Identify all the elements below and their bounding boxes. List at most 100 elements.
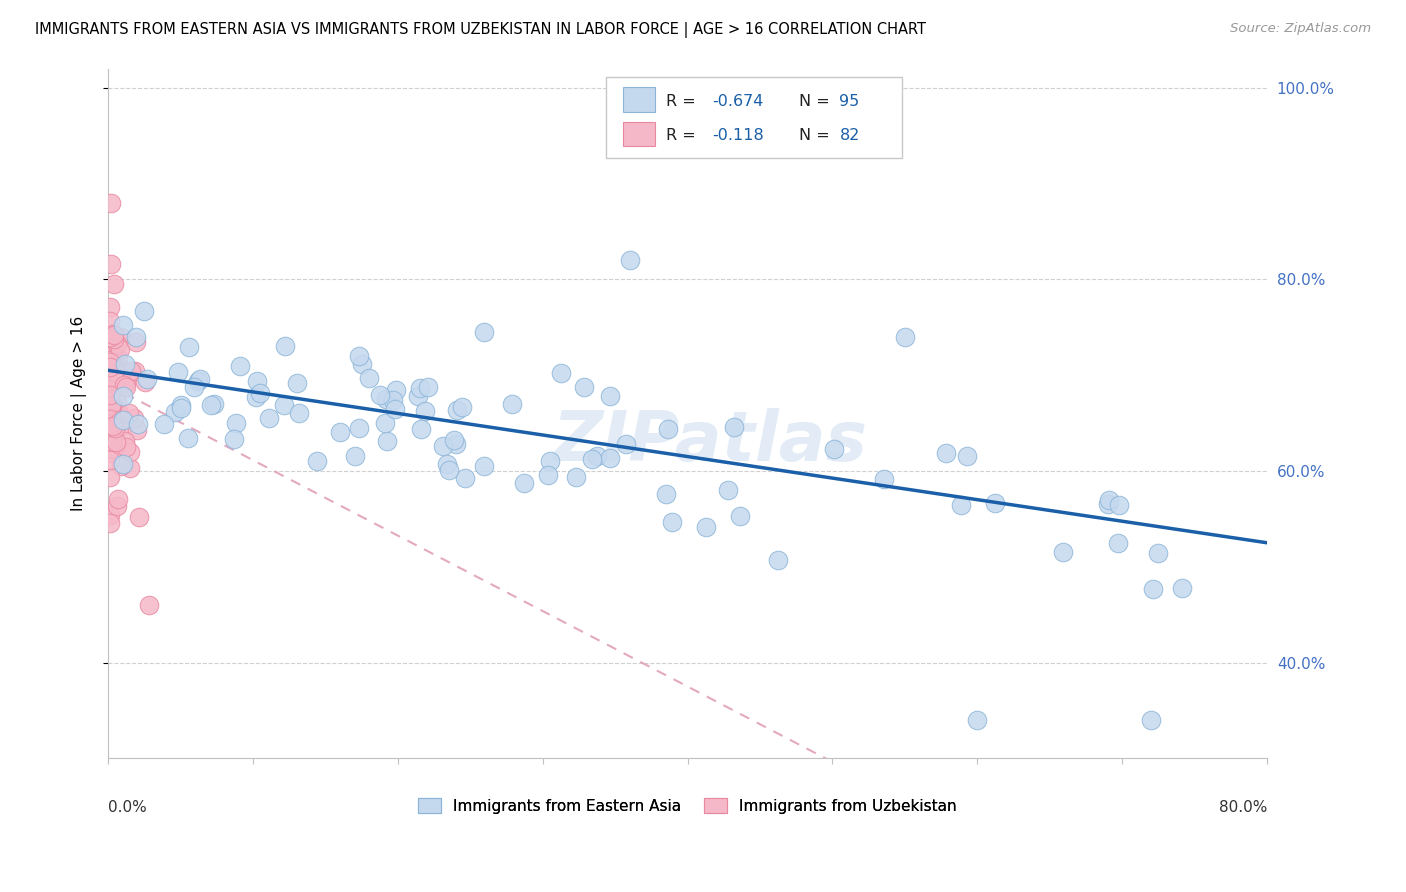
Point (98, 359, 121, 374)
Point (1097, 497, 1119, 511)
Point (104, 434, 127, 449)
Point (655, 487, 678, 501)
Text: N =: N = (799, 128, 835, 143)
Point (110, 364, 132, 378)
Point (166, 365, 188, 379)
Text: 80.0%: 80.0% (1219, 800, 1267, 814)
Point (249, 385, 271, 400)
Point (127, 424, 149, 438)
Point (257, 410, 280, 425)
Point (352, 357, 374, 371)
Point (103, 419, 125, 434)
Point (111, 458, 134, 472)
Point (105, 355, 128, 369)
Point (163, 405, 186, 419)
Point (384, 402, 406, 417)
Point (118, 444, 141, 458)
Point (170, 401, 193, 416)
Point (177, 431, 200, 445)
Point (385, 384, 408, 398)
Point (187, 374, 209, 388)
Point (98, 421, 121, 435)
Point (118, 460, 141, 475)
Text: 95: 95 (839, 94, 859, 109)
Point (110, 330, 132, 344)
Text: Source: ZipAtlas.com: Source: ZipAtlas.com (1230, 22, 1371, 36)
Point (100, 195, 122, 210)
Point (114, 357, 136, 371)
Point (98, 360, 121, 375)
Point (98, 387, 121, 401)
Point (107, 404, 129, 418)
Point (357, 371, 380, 385)
Point (246, 374, 269, 388)
Point (98, 355, 121, 369)
Point (98, 330, 121, 344)
Point (956, 449, 979, 463)
Point (103, 332, 125, 346)
Point (436, 457, 458, 471)
Point (1098, 492, 1121, 507)
Point (983, 496, 1005, 510)
Text: N =: N = (799, 94, 835, 109)
Point (101, 397, 124, 411)
Point (98, 470, 121, 484)
Point (768, 553, 790, 567)
Point (98, 314, 121, 328)
Text: IMMIGRANTS FROM EASTERN ASIA VS IMMIGRANTS FROM UZBEKISTAN IN LABOR FORCE | AGE : IMMIGRANTS FROM EASTERN ASIA VS IMMIGRAN… (35, 22, 927, 38)
Point (110, 459, 132, 474)
Text: 0.0%: 0.0% (108, 800, 146, 814)
Point (1140, 713, 1163, 727)
Point (451, 401, 474, 415)
Point (565, 469, 588, 483)
Point (619, 253, 641, 268)
FancyBboxPatch shape (606, 77, 903, 158)
Point (98, 341, 121, 355)
Point (98, 508, 121, 523)
Text: 82: 82 (839, 128, 859, 143)
Point (100, 418, 122, 433)
Point (98, 516, 121, 531)
Point (103, 442, 125, 456)
Point (1108, 499, 1130, 513)
Point (454, 471, 477, 485)
Point (229, 359, 252, 373)
Point (409, 422, 432, 436)
Point (115, 376, 138, 390)
Text: -0.674: -0.674 (711, 94, 763, 109)
Point (408, 389, 430, 403)
Point (661, 515, 683, 529)
Point (107, 491, 129, 506)
Point (472, 326, 495, 340)
Point (112, 417, 135, 432)
Point (104, 378, 127, 392)
Point (101, 346, 124, 360)
Legend: Immigrants from Eastern Asia, Immigrants from Uzbekistan: Immigrants from Eastern Asia, Immigrants… (412, 791, 963, 820)
Text: -0.118: -0.118 (711, 128, 763, 143)
Point (103, 425, 125, 440)
Point (472, 458, 495, 473)
Point (125, 334, 148, 349)
Point (950, 499, 973, 513)
Point (101, 435, 124, 450)
Text: ZIPatlas: ZIPatlas (553, 408, 869, 475)
Point (349, 421, 371, 435)
Point (413, 404, 436, 418)
Point (873, 472, 896, 486)
Point (114, 434, 136, 448)
Point (572, 379, 595, 393)
Point (98, 424, 121, 438)
Point (581, 451, 603, 466)
Point (599, 389, 621, 403)
Point (115, 380, 138, 394)
Point (104, 421, 127, 435)
Point (432, 438, 454, 452)
Point (695, 520, 717, 534)
Point (170, 398, 193, 412)
Point (104, 373, 127, 387)
Point (101, 352, 124, 367)
Point (118, 406, 141, 420)
Point (343, 449, 366, 463)
Point (100, 418, 122, 433)
Point (1142, 582, 1164, 596)
